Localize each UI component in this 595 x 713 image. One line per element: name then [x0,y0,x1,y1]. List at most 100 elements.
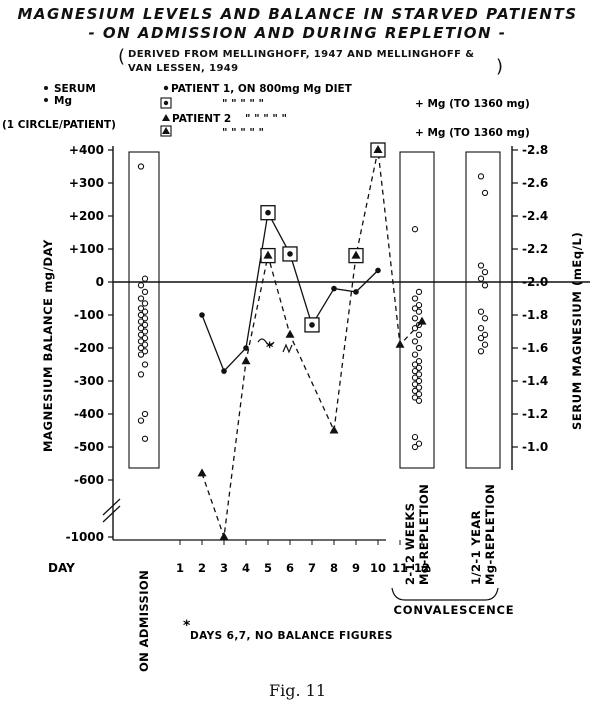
serum-point-weeks [411,443,419,451]
y-tick-label: -1000 [66,530,104,544]
patient2-point [417,316,427,325]
serum-point-admission [137,325,145,332]
y2-axis-title: SERUM MAGNESIUM (mEq/L) [570,232,584,430]
legend-serum-dot [44,86,48,90]
patient2-point [329,425,339,434]
year-label-line1: 1/2-1 YEAR [469,510,483,585]
serum-point-year [477,334,485,342]
legend-p2-serum-box [160,125,172,137]
serum-point-admission [141,275,149,282]
serum-point-weeks [415,288,423,296]
serum-point-weeks [411,305,419,312]
x-tick-label: 2 [198,561,206,575]
serum-point-admission [141,321,149,329]
serum-point-weeks [411,387,419,395]
legend-p2-suffix: + Mg (TO 1360 mg) [415,127,530,139]
y2-tick-label: -2.2 [522,242,548,256]
serum-point-weeks [411,381,419,388]
serum-point-weeks [415,371,423,378]
x-tick-label: 6 [286,561,294,575]
legend-serum-key: SERUM [54,83,96,95]
patient1-point [221,368,227,374]
serum-point-weeks [411,433,419,441]
serum-point-admission [141,300,149,307]
serum-point-admission [137,344,145,352]
patient1-point [353,289,359,295]
legend-p1-label: PATIENT 1, ON 800mg Mg DIET [171,83,353,95]
serum-point-weeks [411,351,419,358]
chart-subtitle: - ON ADMISSION AND DURING REPLETION - [88,24,507,42]
x-tick-label: 12 [414,561,430,575]
patient2-point [285,329,295,338]
y-tick-label: -600 [74,473,104,487]
y-tick-label: -500 [74,440,104,454]
figure-caption: Fig. 11 [269,681,326,700]
legend-p2-label: PATIENT 2 [172,113,231,125]
serum-point-admission [137,338,145,345]
y-axis-title: MAGNESIUM BALANCE mg/DAY [41,239,55,452]
footnote-star: * [183,618,191,634]
x-tick-label: 5 [264,561,272,575]
y2-tick-label: -1.8 [522,308,548,322]
serum-point-admission [141,435,149,442]
legend-p1-marker [163,85,169,91]
convalescence-label: CONVALESCENCE [394,603,515,617]
serum-point-admission [141,308,149,315]
serum-point-admission [137,351,145,358]
serum-point-weeks [415,308,423,315]
y2-tick-label: -1.2 [522,407,548,421]
serum-point-year [481,315,489,322]
legend-mg-key: Mg [54,95,72,107]
patient2-point [351,250,361,259]
serum-point-admission [141,315,149,322]
serum-point-year [477,308,485,315]
y-tick-label: +400 [69,143,104,157]
y-tick-label: -200 [74,341,104,355]
legend-mg-dot [44,98,48,102]
serum-point-weeks [415,391,423,398]
y2-tick-label: -2.8 [522,143,548,157]
source-note: ( DERIVED FROM MELLINGHOFF, 1947 AND MEL… [118,46,504,77]
y2-tick-label: -1.6 [522,341,548,355]
x-tick-label: 10 [370,561,386,575]
serum-point-weeks [415,384,423,391]
patient1-point [243,345,249,351]
serum-point-admission [141,341,149,348]
legend-p2-ditto: " " " " " [245,113,287,125]
serum-point-year [477,325,485,332]
admission-label: ON ADMISSION [137,570,151,672]
serum-point-admission [141,334,149,342]
y-tick-label: +200 [69,209,104,223]
serum-point-admission [137,417,145,424]
patient1-point [331,285,337,292]
serum-point-admission [137,318,145,325]
patient2-point [241,356,251,365]
patient2-point [197,468,207,477]
patient2-point [219,532,229,540]
y-tick-label: 0 [96,275,104,289]
serum-point-admission [137,163,145,170]
y2-tick-label: -2.4 [522,209,548,223]
legend-p2-serum-tri [162,127,170,134]
x-tick-label: 11 [392,561,408,575]
x-tick-label: 8 [330,561,338,575]
serum-point-admission [141,410,149,418]
squiggle-mark-a [257,338,275,346]
patient2-point [263,250,273,259]
x-tick-label: 9 [352,561,360,575]
serum-point-weeks [415,377,423,385]
serum-point-weeks [411,367,419,375]
weeks-label-line2: Mg-REPLETION [417,484,431,585]
year-label-line2: Mg-REPLETION [483,484,497,585]
serum-point-admission [137,331,145,338]
patient2-line [201,149,423,538]
y-tick-label: +300 [69,176,104,190]
y2-tick-label: -2.6 [522,176,548,190]
serum-point-weeks [415,364,423,371]
serum-point-weeks [411,226,419,233]
source-text: DERIVED FROM MELLINGHOFF, 1947 AND MELLI… [128,49,475,74]
serum-point-year [477,262,485,269]
x-tick-label: 4 [242,561,250,575]
serum-point-year [481,331,489,338]
serum-point-weeks [415,358,423,365]
